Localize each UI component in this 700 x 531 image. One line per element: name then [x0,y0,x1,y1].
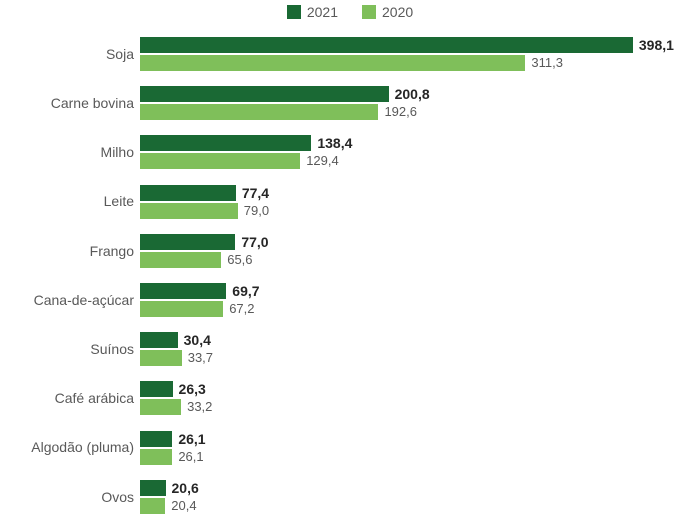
value-label-y2020: 33,7 [182,350,213,366]
value-label-y2021: 26,3 [173,381,206,397]
chart-row: Cana-de-açúcar69,767,2 [0,276,700,325]
chart-row: Café arábica26,333,2 [0,374,700,423]
bar-y2021: 77,0 [140,234,235,250]
category-label: Suínos [0,325,140,374]
bars-container: 77,0 65,6 [140,227,660,276]
value-label-y2020: 192,6 [378,104,417,120]
chart-row: Soja398,1311,3 [0,30,700,79]
value-label-y2021: 77,0 [235,234,268,250]
bar-y2020: 26,1 [140,449,172,465]
bar-y2021: 30,4 [140,332,178,348]
value-label-y2021: 200,8 [389,86,430,102]
bars-container: 20,620,4 [140,473,660,522]
chart-row: Frango77,065,6 [0,227,700,276]
bar-y2020: 65,6 [140,252,221,268]
bar-y2020: 20,4 [140,498,165,514]
bar-y2021: 26,1 [140,431,172,447]
plot-area: Soja398,1311,3Carne bovina200,8192,6Milh… [0,30,700,522]
value-label-y2020: 67,2 [223,301,254,317]
legend-label-2021: 2021 [307,4,338,20]
legend: 2021 2020 [0,4,700,20]
chart-row: Suínos30,433,7 [0,325,700,374]
chart-row: Ovos20,620,4 [0,473,700,522]
bars-container: 26,3 33,2 [140,374,660,423]
bar-y2021: 398,1 [140,37,633,53]
value-label-y2020: 79,0 [238,203,269,219]
chart-row: Milho138,4129,4 [0,128,700,177]
chart-row: Leite77,479,0 [0,178,700,227]
value-label-y2020: 129,4 [300,153,339,169]
bar-y2020: 33,7 [140,350,182,366]
bar-y2020: 33,2 [140,399,181,415]
bar-y2021: 69,7 [140,283,226,299]
category-label: Algodão (pluma) [0,424,140,473]
value-label-y2020: 26,1 [172,449,203,465]
category-label: Soja [0,30,140,79]
bar-y2021: 138,4 [140,135,311,151]
category-label: Carne bovina [0,79,140,128]
legend-swatch-2020 [362,5,376,19]
bars-container: 26,126,1 [140,424,660,473]
bar-y2021: 200,8 [140,86,389,102]
bar-y2020: 79,0 [140,203,238,219]
value-label-y2021: 138,4 [311,135,352,151]
value-label-y2021: 69,7 [226,283,259,299]
category-label: Cana-de-açúcar [0,276,140,325]
value-label-y2020: 65,6 [221,252,252,268]
value-label-y2020: 20,4 [165,498,196,514]
bars-container: 77,479,0 [140,178,660,227]
bar-y2021: 77,4 [140,185,236,201]
value-label-y2021: 398,1 [633,37,674,53]
category-label: Frango [0,227,140,276]
value-label-y2021: 20,6 [166,480,199,496]
bar-y2020: 192,6 [140,104,378,120]
bar-y2021: 20,6 [140,480,166,496]
bars-container: 138,4 129,4 [140,128,660,177]
grouped-horizontal-bar-chart: 2021 2020 Soja398,1311,3Carne bovina200,… [0,0,700,531]
value-label-y2021: 30,4 [178,332,211,348]
category-label: Leite [0,178,140,227]
bar-y2020: 67,2 [140,301,223,317]
value-label-y2020: 311,3 [525,55,563,71]
category-label: Café arábica [0,374,140,423]
legend-item-2021: 2021 [287,4,338,20]
chart-row: Carne bovina200,8192,6 [0,79,700,128]
bars-container: 69,767,2 [140,276,660,325]
bars-container: 398,1 311,3 [140,30,660,79]
bar-y2021: 26,3 [140,381,173,397]
bar-y2020: 311,3 [140,55,525,71]
legend-swatch-2021 [287,5,301,19]
value-label-y2020: 33,2 [181,399,212,415]
bars-container: 200,8 192,6 [140,79,660,128]
legend-item-2020: 2020 [362,4,413,20]
legend-label-2020: 2020 [382,4,413,20]
chart-row: Algodão (pluma)26,126,1 [0,424,700,473]
bars-container: 30,433,7 [140,325,660,374]
value-label-y2021: 26,1 [172,431,205,447]
category-label: Ovos [0,473,140,522]
bar-y2020: 129,4 [140,153,300,169]
category-label: Milho [0,128,140,177]
value-label-y2021: 77,4 [236,185,269,201]
